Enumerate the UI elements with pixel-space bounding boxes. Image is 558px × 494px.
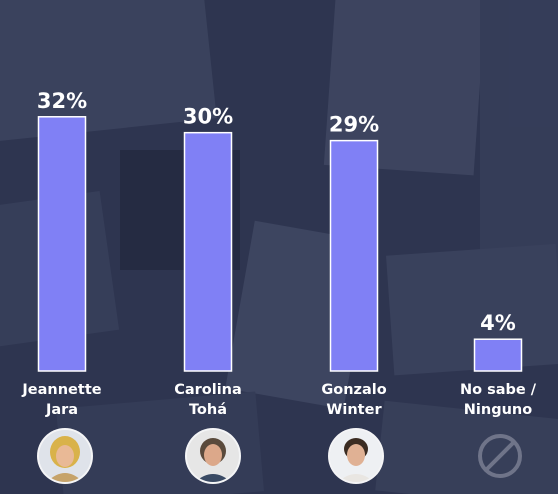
- bar-0: [37, 116, 87, 372]
- candidate-photo-jara: [39, 430, 91, 482]
- bar-3: [473, 338, 523, 372]
- category-label-toha: Carolina Tohá: [174, 382, 242, 418]
- candidate-photo-toha: [187, 430, 239, 482]
- category-label-winter: Gonzalo Winter: [321, 382, 387, 418]
- value-label-1: 30%: [183, 105, 233, 129]
- value-label-3: 4%: [480, 311, 516, 335]
- category-label-ninguno: No sabe / Ninguno: [459, 382, 537, 418]
- bar-1: [183, 131, 233, 372]
- bar-2: [329, 139, 379, 372]
- category-label-jara: Jeannette Jara: [22, 382, 102, 418]
- value-label-0: 32%: [37, 89, 87, 113]
- candidate-photo-winter: [330, 430, 382, 482]
- value-label-2: 29%: [329, 113, 379, 137]
- prohibited-icon: [474, 430, 526, 482]
